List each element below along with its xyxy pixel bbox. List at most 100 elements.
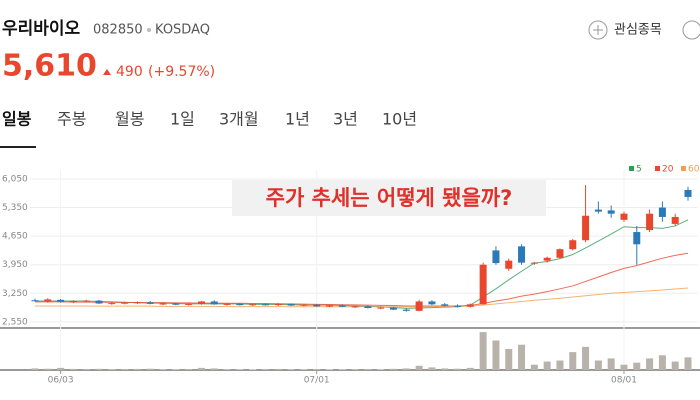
candle-body: [82, 300, 90, 302]
volume-bar: [261, 369, 269, 370]
y-tick-label: 3,950: [2, 260, 28, 270]
volume-bar: [44, 368, 52, 370]
volume-bar: [466, 367, 474, 370]
candle-body: [69, 301, 77, 303]
tab[interactable]: 3년: [333, 110, 358, 129]
tab[interactable]: 1년: [285, 110, 310, 129]
candle-body: [121, 302, 129, 304]
volume-bar: [338, 369, 346, 370]
ma-line: [35, 287, 689, 308]
tab[interactable]: 월봉: [115, 110, 144, 129]
volume-bar: [197, 367, 205, 370]
x-tick-label: 07/01: [304, 376, 330, 386]
volume-bar: [492, 340, 500, 370]
volume-bar: [582, 346, 590, 370]
plus-icon: [588, 20, 608, 40]
candle-body: [338, 305, 346, 307]
legend-swatch: [655, 166, 660, 171]
volume-bar: [402, 368, 410, 370]
volume-bar: [505, 348, 513, 370]
tab[interactable]: 주봉: [57, 110, 86, 129]
volume-bar: [351, 369, 359, 370]
candle-body: [646, 213, 654, 231]
volume-bar: [671, 361, 679, 370]
candle-body: [95, 300, 103, 304]
annotation: 주가 추세는 어떻게 됐을까?: [266, 186, 513, 210]
candle-body: [607, 210, 615, 214]
volume-bar: [249, 369, 257, 370]
active-tab-underline: [0, 146, 36, 148]
candle-body: [466, 304, 474, 307]
candle-body: [415, 301, 423, 311]
separator-dot: [147, 28, 151, 32]
candle-body: [249, 304, 257, 306]
stock-name: 우리바이오: [2, 19, 81, 39]
chart: 2,550 3,250 3,950 4,650 5,350 6,050 06/03 07/01…: [0, 165, 700, 386]
volume-bar: [325, 369, 333, 370]
candle-body: [594, 209, 602, 212]
volume-bar: [633, 362, 641, 370]
tab[interactable]: 3개월: [219, 110, 259, 129]
candle-body: [146, 302, 154, 304]
tabs: 일봉 주봉 월봉 1일 3개월 1년 3년 10년: [2, 110, 417, 129]
y-tick-label: 2,550: [2, 317, 28, 327]
candle-body: [364, 306, 372, 308]
volume-bar: [172, 369, 180, 370]
y-tick-label: 6,050: [2, 174, 28, 184]
candle-body: [492, 250, 500, 264]
candle-body: [428, 301, 436, 305]
x-tick-label: 06/03: [48, 376, 74, 386]
candle-body: [325, 305, 333, 307]
candle-body: [197, 301, 205, 304]
candle-body: [530, 262, 538, 264]
volume-bar: [441, 368, 449, 370]
volume-bar: [415, 365, 423, 370]
candle-body: [479, 264, 487, 305]
volume-bar: [57, 367, 65, 370]
volume-bar: [274, 368, 282, 370]
volume-bar: [300, 369, 308, 370]
volume-bar: [428, 367, 436, 370]
volume-bar: [313, 369, 321, 370]
volume-bar: [454, 368, 462, 370]
watch-button[interactable]: 관심종목: [588, 20, 662, 40]
candle-body: [44, 299, 52, 302]
candle-body: [210, 301, 218, 305]
volume-bar: [69, 368, 77, 370]
more-icon[interactable]: [682, 20, 700, 40]
volume-bar: [287, 369, 295, 370]
volume-bar: [133, 368, 141, 370]
legend-label: 60: [688, 165, 700, 175]
volume-bar: [95, 368, 103, 370]
candle-body: [505, 260, 513, 269]
volume-bar: [530, 364, 538, 370]
candle-body: [287, 303, 295, 306]
plus-sign: [593, 25, 603, 35]
candle-body: [159, 303, 167, 305]
tab[interactable]: 1일: [170, 110, 195, 129]
tab[interactable]: 일봉: [2, 110, 32, 129]
volume-bar: [518, 344, 526, 370]
candle-body: [133, 302, 141, 304]
volume-bar: [377, 369, 385, 370]
candle-body: [57, 299, 65, 302]
volume-bar: [646, 358, 654, 370]
candle-body: [671, 216, 679, 224]
candle-body: [518, 246, 526, 263]
tab[interactable]: 10년: [382, 110, 417, 129]
volume-bar: [569, 352, 577, 370]
volume-bar: [594, 360, 602, 370]
y-tick-label: 4,650: [2, 232, 28, 242]
volume-bar: [543, 361, 551, 370]
candle-body: [300, 304, 308, 306]
volume-bar: [223, 369, 231, 370]
ma-line: [35, 252, 689, 307]
candle-body: [236, 303, 244, 306]
candle-body: [543, 257, 551, 261]
candle-body: [569, 240, 577, 250]
candle-body: [556, 249, 564, 258]
annotation-bg: [232, 180, 546, 216]
volume-bar: [556, 360, 564, 370]
x-tick-label: 08/01: [611, 376, 637, 386]
